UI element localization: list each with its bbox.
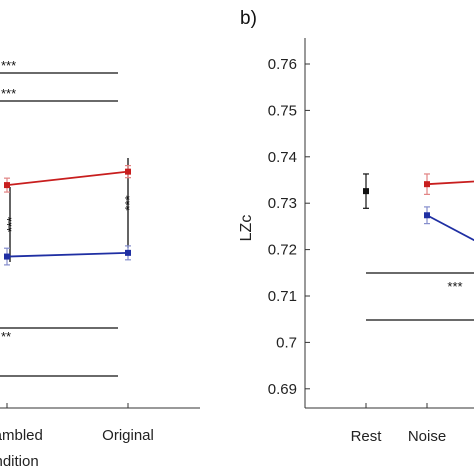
panel-b-data-point <box>424 181 430 188</box>
panel-b-series-line <box>426 180 474 186</box>
panel-a-significance-label: *** <box>1 58 16 73</box>
panel-a-x-tick-label: Scrambled <box>0 427 43 444</box>
panel-a-data-point <box>125 249 131 256</box>
panel-b-y-tick-label: 0.73 <box>268 195 297 212</box>
panel-a-significance-label: ** <box>1 329 11 344</box>
panel-a-x-tick-label: Original <box>102 427 154 444</box>
panel-b-x-tick-label: Noise <box>408 428 446 445</box>
panel-a-series-line <box>6 170 129 186</box>
panel-b-y-tick-label: 0.7 <box>276 334 297 351</box>
panel-a-significance-label: *** <box>122 195 137 210</box>
panel-b-significance-label: *** <box>447 279 462 294</box>
panel-b-x-tick-label: Rest <box>351 428 383 445</box>
panel-b-y-tick-label: 0.71 <box>268 288 297 305</box>
panel-a-data-point <box>4 253 10 260</box>
panel-b-series-line <box>426 214 474 242</box>
panel-a-data-point <box>4 182 10 189</box>
panel-a-data-point <box>125 168 131 175</box>
panel-b-data-point <box>363 188 369 195</box>
panel-b-y-tick-label: 0.75 <box>268 102 297 119</box>
panel-b-y-tick-label: 0.74 <box>268 149 297 166</box>
panel-b-label: b) <box>240 8 257 29</box>
panel-b-y-tick-label: 0.72 <box>268 242 297 259</box>
panel-a-significance-label: *** <box>4 217 19 232</box>
panel-a-x-axis-title: Condition <box>0 453 39 470</box>
panel-a-series-line <box>6 251 129 258</box>
panel-b-y-tick-label: 0.76 <box>268 56 297 73</box>
panel-b-data-point <box>424 212 430 219</box>
panel-b-y-axis-title: LZc <box>238 215 255 242</box>
panel-b-y-tick-label: 0.69 <box>268 381 297 398</box>
panel-a-significance-label: *** <box>1 86 16 101</box>
